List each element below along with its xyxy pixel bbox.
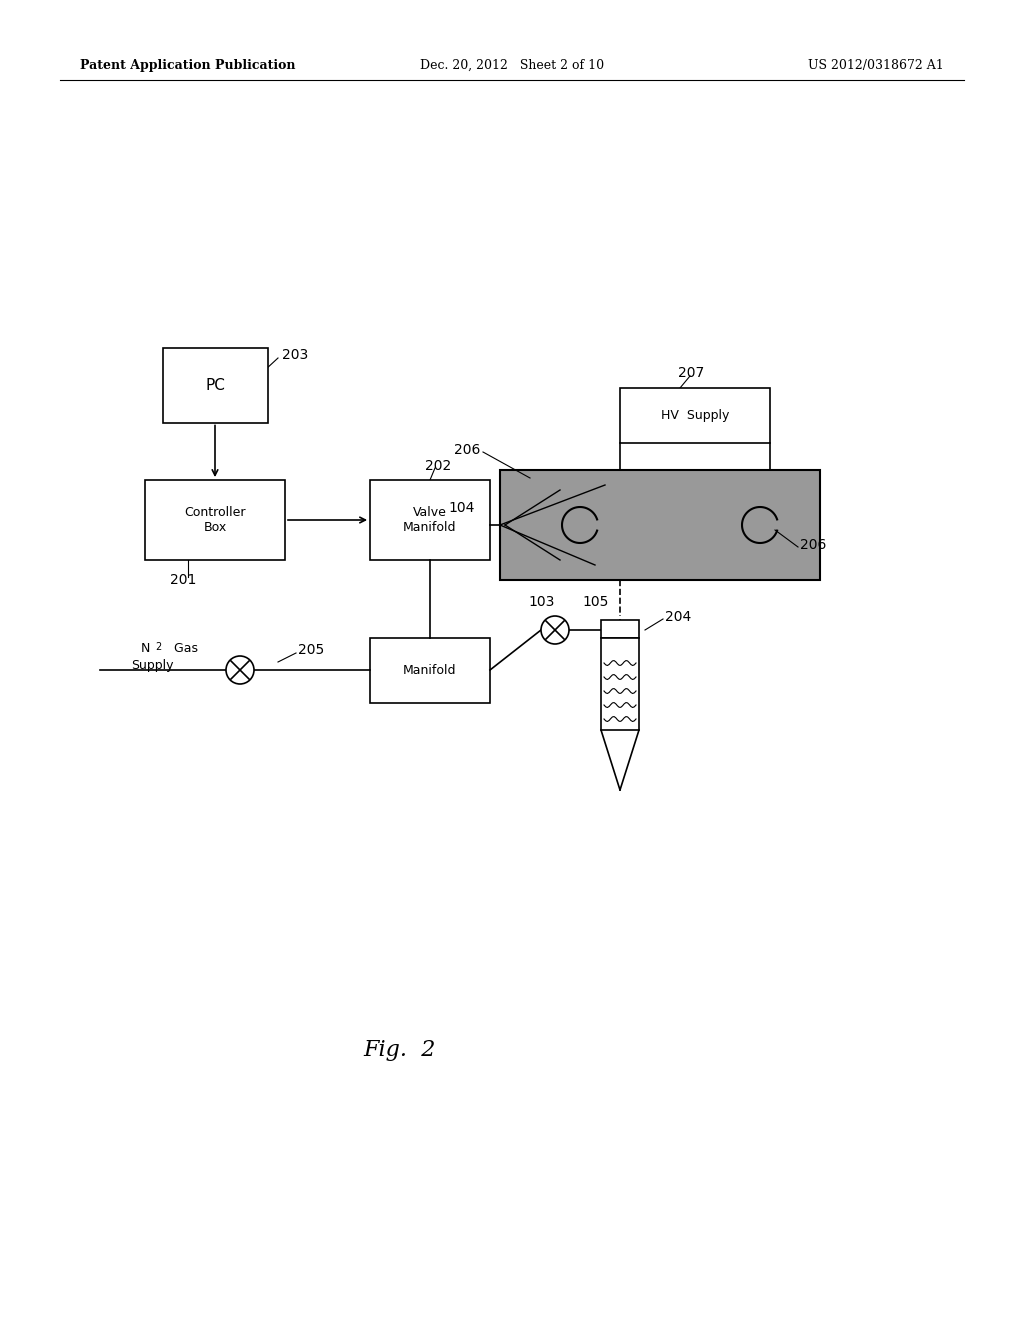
- Bar: [163, 347, 267, 422]
- Text: HV  Supply: HV Supply: [660, 408, 729, 421]
- Text: Patent Application Publication: Patent Application Publication: [80, 58, 296, 71]
- Text: N: N: [140, 642, 150, 655]
- Text: 201: 201: [170, 573, 197, 587]
- Bar: [620, 388, 770, 442]
- Text: PC: PC: [205, 378, 225, 392]
- Text: 204: 204: [665, 610, 691, 624]
- Bar: [145, 480, 285, 560]
- Text: Manifold: Manifold: [403, 664, 457, 676]
- Text: 207: 207: [678, 366, 705, 380]
- Text: 2: 2: [155, 642, 161, 652]
- Text: Gas: Gas: [170, 642, 198, 655]
- Bar: [370, 480, 490, 560]
- Text: 205: 205: [298, 643, 325, 657]
- Text: 206: 206: [454, 444, 480, 457]
- Text: 206: 206: [800, 539, 826, 552]
- Text: 105: 105: [582, 595, 608, 609]
- Text: Controller
Box: Controller Box: [184, 506, 246, 535]
- Text: Dec. 20, 2012   Sheet 2 of 10: Dec. 20, 2012 Sheet 2 of 10: [420, 58, 604, 71]
- Text: Fig.  2: Fig. 2: [364, 1039, 436, 1061]
- Text: 202: 202: [425, 459, 452, 473]
- Text: 103: 103: [528, 595, 554, 609]
- Text: 203: 203: [282, 348, 308, 362]
- Bar: [601, 638, 639, 730]
- Text: Valve
Manifold: Valve Manifold: [403, 506, 457, 535]
- Bar: [500, 470, 820, 579]
- Circle shape: [226, 656, 254, 684]
- Circle shape: [541, 616, 569, 644]
- Text: US 2012/0318672 A1: US 2012/0318672 A1: [808, 58, 944, 71]
- Text: Supply: Supply: [131, 659, 173, 672]
- Text: 104: 104: [449, 502, 475, 515]
- Bar: [601, 620, 639, 638]
- Bar: [370, 638, 490, 702]
